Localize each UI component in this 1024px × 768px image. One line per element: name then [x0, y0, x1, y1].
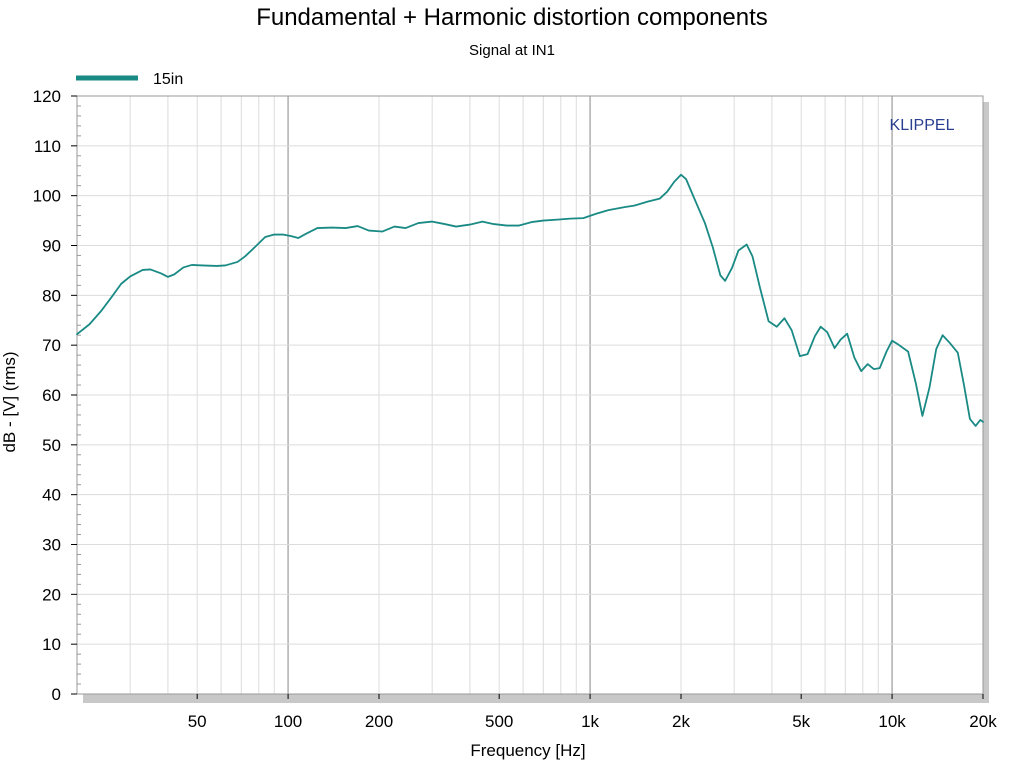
x-axis: 50 100 200 500 1k 2k 5k 10k 20k: [188, 694, 997, 731]
y-tick-label: 40: [42, 486, 61, 505]
series-line-0: [76, 173, 984, 427]
x-tick-label: 2k: [672, 712, 690, 731]
chart-title: Fundamental + Harmonic distortion compon…: [256, 4, 768, 31]
x-tick-label: 20k: [969, 712, 997, 731]
y-tick-label: 100: [33, 187, 61, 206]
y-tick-label: 20: [42, 585, 61, 604]
x-tick-label: 100: [274, 712, 302, 731]
x-axis-label: Frequency [Hz]: [470, 741, 585, 760]
legend-label: 15in: [153, 71, 183, 88]
brand-label: KLIPPEL: [890, 117, 955, 134]
y-axis-label: dB - [V] (rms): [0, 351, 19, 452]
y-axis: 0 10 20 30 40 50 60 70 80 90 100 110 120: [33, 87, 81, 704]
y-tick-label: 120: [33, 87, 61, 106]
x-tick-label: 10k: [878, 712, 906, 731]
x-tick-label: 5k: [792, 712, 810, 731]
x-tick-label: 1k: [581, 712, 599, 731]
x-tick-label: 50: [188, 712, 207, 731]
y-tick-label: 90: [42, 237, 61, 256]
y-tick-label: 60: [42, 386, 61, 405]
y-tick-label: 0: [52, 685, 61, 704]
series-layer: [76, 173, 984, 427]
y-tick-label: 80: [42, 286, 61, 305]
y-tick-label: 110: [34, 137, 61, 156]
x-tick-label: 200: [365, 712, 393, 731]
chart-subtitle: Signal at IN1: [469, 42, 555, 59]
y-tick-label: 30: [42, 536, 61, 555]
x-tick-label: 500: [485, 712, 513, 731]
y-tick-label: 50: [42, 436, 61, 455]
y-tick-label: 70: [42, 336, 61, 355]
y-tick-label: 10: [42, 635, 61, 654]
